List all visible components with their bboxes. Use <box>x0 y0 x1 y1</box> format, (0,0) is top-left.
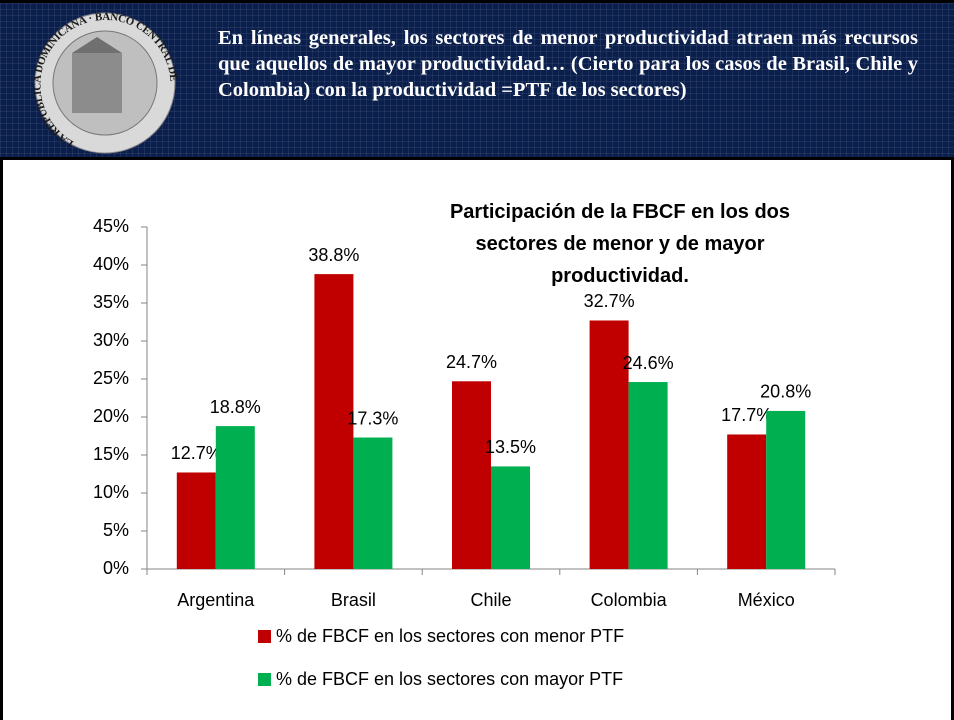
left-border <box>0 160 3 720</box>
y-tick-label: 35% <box>93 292 129 312</box>
bar <box>727 434 767 569</box>
bar <box>766 410 806 569</box>
data-label: 20.8% <box>760 382 811 402</box>
data-label: 17.3% <box>347 408 398 428</box>
header-title: En líneas generales, los sectores de men… <box>218 27 918 101</box>
bar <box>491 466 530 569</box>
data-label: 24.6% <box>623 353 674 373</box>
y-tick-label: 45% <box>93 216 129 236</box>
data-label: 38.8% <box>308 245 359 265</box>
y-tick-label: 40% <box>93 254 129 274</box>
seal-building <box>72 53 122 113</box>
bar <box>589 320 629 569</box>
legend-swatch <box>258 630 271 643</box>
bar <box>353 437 393 569</box>
bar <box>176 472 216 569</box>
legend-label: % de FBCF en los sectores con mayor PTF <box>276 669 623 689</box>
x-tick-label: Brasil <box>331 590 376 610</box>
bar <box>452 381 491 569</box>
seal: LA REPUBLICA DOMINICANA · BANCO CENTRAL … <box>31 10 180 154</box>
chart-title: Participación de la FBCF en los dos sect… <box>449 201 791 287</box>
y-tick-label: 5% <box>103 520 129 540</box>
data-label: 24.7% <box>446 352 497 372</box>
x-tick-label: Colombia <box>591 590 668 610</box>
y-tick-label: 10% <box>93 482 129 502</box>
y-tick-label: 30% <box>93 330 129 350</box>
legend-swatch <box>258 673 271 686</box>
x-tick-label: Argentina <box>177 590 255 610</box>
header: LA REPUBLICA DOMINICANA · BANCO CENTRAL … <box>0 0 954 160</box>
data-label: 13.5% <box>485 437 536 457</box>
y-tick-label: 15% <box>93 444 129 464</box>
seal-roof <box>72 37 122 53</box>
legend-label: % de FBCF en los sectores con menor PTF <box>276 626 624 646</box>
data-label: 18.8% <box>210 397 261 417</box>
x-tick-label: México <box>738 590 795 610</box>
data-label: 12.7% <box>171 443 222 463</box>
right-border <box>951 160 954 720</box>
y-tick-label: 20% <box>93 406 129 426</box>
bar <box>314 274 354 569</box>
y-tick-label: 25% <box>93 368 129 388</box>
bar <box>215 426 255 569</box>
y-tick-label: 0% <box>103 558 129 578</box>
bar <box>628 382 668 569</box>
x-tick-label: Chile <box>470 590 511 610</box>
data-label: 17.7% <box>721 405 772 425</box>
data-label: 32.7% <box>584 291 635 311</box>
